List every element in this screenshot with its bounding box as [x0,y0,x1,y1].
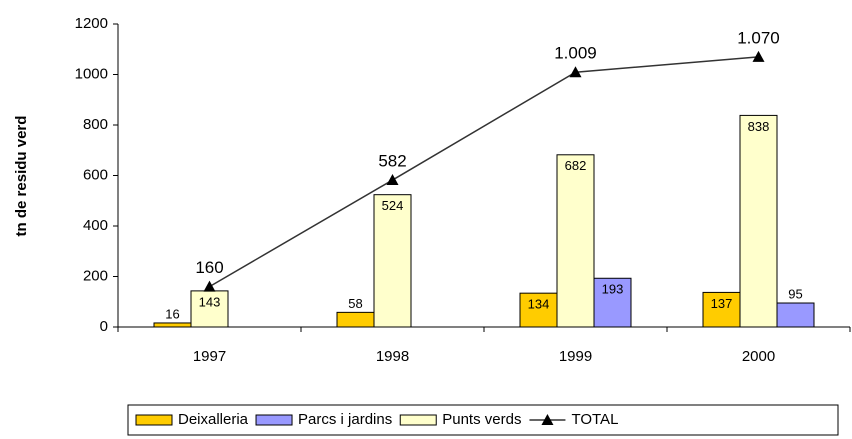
bar [336,311,375,328]
bar-value-label: 16 [165,306,179,321]
line-marker [203,280,216,292]
line-value-label: 582 [378,152,406,171]
line-marker [752,50,765,62]
bar-value-label: 193 [602,282,624,297]
y-tick-label: 1200 [75,15,108,32]
bar-value-label: 137 [711,296,733,311]
bar [739,114,778,328]
bar-value-label: 134 [528,297,550,312]
line-value-label: 1.070 [737,28,780,47]
bar-value-label: 682 [565,158,587,173]
legend-box [127,404,839,436]
legend-label: Punts verds [442,411,521,428]
bar-value-label: 524 [382,198,404,213]
legend-swatch [135,414,173,426]
y-tick-label: 600 [83,166,108,183]
x-tick-label: 1997 [193,348,226,365]
y-tick-label: 0 [100,318,108,335]
line-value-label: 160 [195,258,223,277]
bar [153,322,192,328]
legend-swatch [255,414,293,426]
bar-value-label: 143 [199,294,221,309]
legend-label: Parcs i jardins [298,411,392,428]
line-marker [569,66,582,78]
bar-value-label: 838 [748,119,770,134]
legend-label: Deixalleria [178,411,249,428]
y-tick-label: 400 [83,217,108,234]
x-tick-label: 1999 [559,348,592,365]
y-tick-label: 800 [83,116,108,133]
bar [556,154,595,328]
bar-value-label: 58 [348,296,362,311]
y-tick-label: 1000 [75,65,108,82]
line-value-label: 1.009 [554,44,597,63]
legend-marker [541,414,554,425]
line [209,56,759,288]
legend-label: TOTAL [571,411,618,428]
legend-swatch [399,414,437,426]
line-marker [386,174,399,186]
bar-value-label: 95 [788,286,802,301]
x-tick-label: 2000 [742,348,775,365]
y-axis-title: tn de residu verd [13,116,30,237]
x-tick-label: 1998 [376,348,409,365]
bar [373,194,412,328]
bar [190,290,229,328]
y-tick-label: 200 [83,267,108,284]
bar [776,302,815,328]
